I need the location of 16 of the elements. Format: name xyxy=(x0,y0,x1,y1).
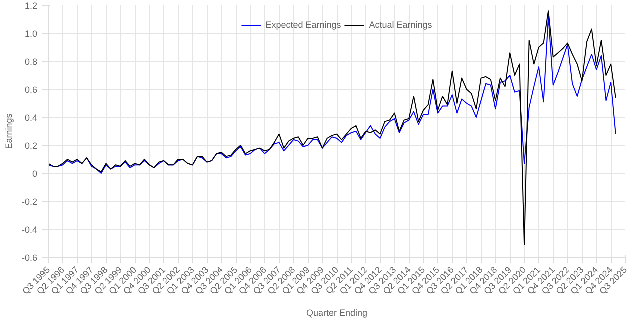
y-tick-label: -0.6 xyxy=(22,253,38,263)
y-tick-label: 1.0 xyxy=(24,29,38,39)
line-series xyxy=(48,16,616,174)
y-tick-label: -0.4 xyxy=(22,225,38,235)
y-tick-label: 1.2 xyxy=(24,1,38,11)
y-axis-title: Earnings xyxy=(4,113,14,150)
x-axis-title: Quarter Ending xyxy=(306,308,368,318)
y-tick-label: 0 xyxy=(32,169,38,179)
y-tick-label: 0.2 xyxy=(24,141,38,151)
y-tick-label: 0.6 xyxy=(24,85,38,95)
y-tick-label: 0.4 xyxy=(24,113,38,123)
y-tick-label: -0.2 xyxy=(22,197,38,207)
legend-label: Expected Earnings xyxy=(266,20,342,30)
line-series xyxy=(48,10,616,246)
y-tick-label: 0.8 xyxy=(24,57,38,67)
legend-label: Actual Earnings xyxy=(369,20,432,30)
